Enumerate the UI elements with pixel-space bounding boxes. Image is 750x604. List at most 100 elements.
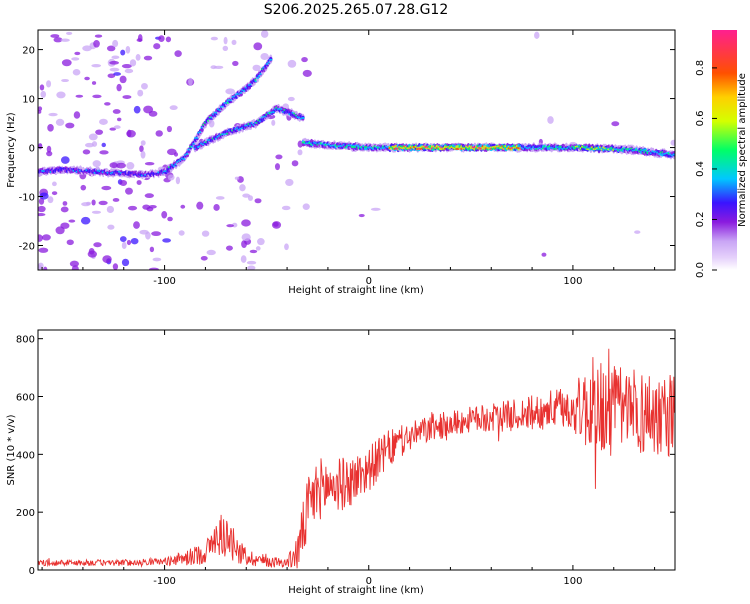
snr-y-tick-label: 0 [29,566,35,577]
spectrogram-noise-blob [48,112,58,117]
spectrogram-noise-blob [71,265,79,270]
spectrogram-x-tick-label: 0 [366,276,372,287]
spectrogram-ridge-main-ridge [301,137,675,160]
spectrogram-noise-blob [68,219,76,223]
spectrogram-noise-blob [80,184,87,191]
spectrogram-noise-blob [222,45,229,51]
spectrogram-noise-blob [158,35,165,42]
spectrogram-noise-blob [275,154,283,160]
spectrogram-noise-blob [242,193,251,198]
spectrogram-noise-blob [174,50,182,57]
spectrogram-noise-blob [121,64,132,69]
spectrogram-noise-blob [107,73,116,79]
spectrogram-noise-blob [66,31,73,36]
spectrogram-y-label: Frequency (Hz) [6,112,17,188]
spectrogram-noise-blob [73,111,81,119]
spectrogram-noise-blob [106,45,116,52]
spectrogram-noise-blob [241,219,251,227]
spectrogram-noise-blob [149,267,159,270]
spectrogram-noise-blob [155,130,163,137]
spectrogram-noise-blob [246,260,257,265]
spectrogram-noise-blob [85,142,94,148]
spectrogram-noise-blob [175,176,181,185]
spectrogram-noise-blob [116,83,122,92]
snr-y-tick-label: 600 [16,393,35,404]
spectrogram-noise-blob [81,202,91,207]
spectrogram-noise-blob [167,216,173,222]
spectrogram-noise-blob [91,210,102,214]
spectrogram-y-tick-label: -10 [19,193,35,204]
spectrogram-noise-blob [226,224,234,228]
spectrogram-noise-blob [144,193,154,199]
spectrogram-noise-blob [40,90,47,98]
spectrogram-noise-blob [125,45,131,54]
spectrogram-x-tick-label: 100 [563,276,582,287]
spectrogram-noise-blob [109,67,120,72]
spectrogram-noise-blob [271,119,276,126]
snr-series-line [38,348,675,569]
spectrogram-noise-blob [129,59,137,67]
spectrogram-noise-blob [223,36,228,45]
spectrogram-noise-blob [38,234,43,242]
spectrogram-noise-blob [82,45,92,52]
colorbar-label: Normalized spectral amplitude [737,73,748,227]
spectrogram-noise-blob [302,203,310,210]
spectrogram-noise-blob [196,201,204,210]
spectrogram-noise-blob [169,105,178,111]
spectrogram-noise-blob [119,179,128,187]
spectrogram-noise-blob [234,176,240,180]
chart-title: S206.2025.265.07.28.G12 [264,2,449,18]
spectrogram-ridge-cell [301,117,305,119]
spectrogram-noise-blob [80,216,91,225]
spectrogram-noise-blob [116,117,122,122]
spectrogram-noise-blob [135,54,141,61]
spectrogram-noise-blob [274,163,280,171]
snr-y-tick-label: 800 [16,335,35,346]
spectrogram-noise-blob [112,263,119,270]
spectrogram-noise-blob [281,205,291,211]
spectrogram-noise-blob [119,236,127,243]
snr-y-tick-label: 200 [16,508,35,519]
spectrogram-noise-blob [139,145,144,153]
spectrogram-noise-blob [41,234,51,241]
spectrogram-noise-blob [93,242,102,248]
spectrogram-noise-blob [51,191,58,196]
spectrogram-noise-blob [148,110,158,117]
spectrogram-noise-blob [253,42,263,51]
spectrogram-noise-blob [215,196,225,200]
spectrogram-x-label: Height of straight line (km) [288,285,424,296]
snr-background [38,330,675,570]
spectrogram-noise-blob [140,150,146,159]
spectrogram-noise-blob [39,192,49,200]
colorbar-tick-label: 0.6 [695,110,706,126]
spectrogram-noise-blob [112,109,121,114]
spectrogram-noise-blob [287,96,295,102]
spectrogram-noise-blob [162,238,172,243]
spectrogram-noise-blob [55,226,65,235]
spectrogram-noise-blob [50,34,60,38]
spectrogram-noise-blob [107,224,115,230]
spectrogram-noise-blob [102,255,112,264]
spectrogram-noise-blob [91,81,97,85]
spectrogram-noise-blob [43,266,48,270]
spectrogram-noise-blob [178,230,185,236]
spectrogram-noise-blob [547,116,554,124]
spectrogram-noise-blob [46,151,53,157]
snr-x-tick-label: 0 [366,576,372,587]
spectrogram-noise-blob [109,162,118,169]
spectrogram-noise-blob [240,255,247,263]
spectrogram-noise-blob [130,237,139,245]
spectrogram-noise-blob [136,38,143,42]
spectrogram-noise-blob [180,204,186,209]
spectrogram-noise-blob [152,257,162,262]
spectrogram-noise-blob [121,258,130,267]
spectrogram-y-tick-label: -20 [19,242,35,253]
spectrogram-noise-blob [75,94,84,98]
spectrogram-y-tick-label: 0 [29,144,35,155]
spectrogram-noise-blob [252,64,261,72]
snr-frame [37,329,676,571]
spectrogram-noise-blob [291,160,299,167]
spectrogram-noise-blob [39,84,45,91]
